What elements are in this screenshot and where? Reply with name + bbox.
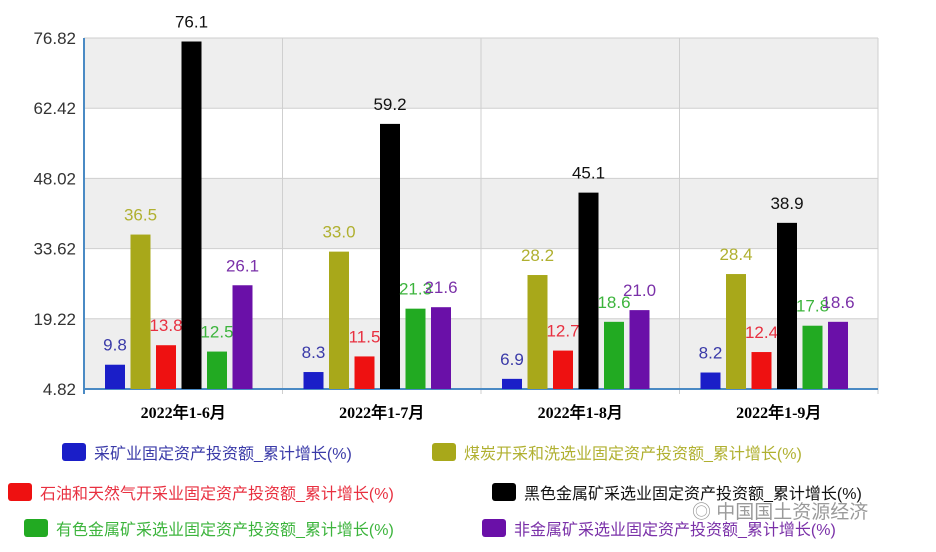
bar [726,274,746,389]
data-label: 18.6 [821,293,854,312]
x-tick-label: 2022年1-7月 [339,403,424,422]
legend-label: 黑色金属矿采选业固定资产投资额_累计增长(%) [524,486,862,503]
data-label: 21.3 [399,280,432,299]
data-label: 6.9 [500,350,524,369]
watermark: ◎ 中国国土资源经济 [692,502,869,523]
legend-item[interactable]: 石油和天然气开采业固定资产投资额_累计增长(%) [8,480,394,504]
bar [329,251,349,389]
data-label: 13.8 [149,316,182,335]
legend-label: 非金属矿采选业固定资产投资额_累计增长(%) [514,522,836,539]
legend-swatch [492,483,516,501]
legend-swatch [432,443,456,461]
bar [380,123,400,390]
wechat-icon: ◎ [692,502,717,523]
bar [232,285,253,389]
legend-item[interactable]: 煤炭开采和洗选业固定资产投资额_累计增长(%) [432,440,802,464]
data-label: 21.6 [424,278,457,297]
bar [130,234,151,389]
y-tick-label: 33.62 [33,240,76,259]
legend-item[interactable]: 非金属矿采选业固定资产投资额_累计增长(%) [482,516,836,540]
bar [181,41,202,389]
bar [751,352,772,389]
bar [303,372,324,389]
legend-swatch [62,443,86,461]
data-label: 21.0 [623,281,656,300]
bar [777,222,797,389]
legend-label: 煤炭开采和洗选业固定资产投资额_累计增长(%) [464,446,802,463]
data-label: 36.5 [124,206,157,225]
bar [156,345,176,389]
y-tick-label: 48.02 [33,169,76,188]
bar [700,372,721,389]
data-label: 59.2 [373,95,406,114]
data-label: 17.8 [796,297,829,316]
bar [802,325,823,389]
data-label: 9.8 [103,336,127,355]
legend-item[interactable]: 有色金属矿采选业固定资产投资额_累计增长(%) [24,516,394,540]
legend-swatch [8,483,32,501]
bar [578,192,599,389]
bar [431,307,451,389]
data-label: 18.6 [597,293,630,312]
bar [502,378,522,389]
data-label: 12.4 [745,323,778,342]
y-tick-label: 4.82 [43,380,76,399]
data-label: 12.7 [546,322,579,341]
data-label: 26.1 [226,256,259,275]
legend-label: 采矿业固定资产投资额_累计增长(%) [94,446,352,463]
legend-swatch [482,519,506,537]
data-label: 8.2 [699,344,723,363]
bar-chart: 4.82 19.22 33.62 48.02 62.42 76.82 2022年1-6月 9.… [33,13,879,422]
data-label: 38.9 [770,194,803,213]
bar [553,350,573,389]
data-label: 11.5 [349,327,381,346]
y-tick-label: 62.42 [33,99,76,118]
data-label: 45.1 [572,164,605,183]
bar [629,310,650,389]
bar [354,356,375,389]
data-label: 76.1 [175,13,208,32]
data-label: 33.0 [322,223,355,242]
bar [604,321,624,389]
data-label: 28.4 [719,245,752,264]
x-tick-label: 2022年1-9月 [736,403,821,422]
x-tick-label: 2022年1-8月 [538,403,623,422]
y-tick-label: 76.82 [33,29,76,48]
y-tick-label: 19.22 [33,310,76,329]
bar [828,321,848,389]
data-label: 28.2 [521,246,554,265]
legend-item[interactable]: 采矿业固定资产投资额_累计增长(%) [62,440,352,464]
bar [527,275,548,389]
data-label: 12.5 [200,323,233,342]
legend-item[interactable]: 黑色金属矿采选业固定资产投资额_累计增长(%) [492,480,862,504]
bar [207,351,227,389]
x-tick-label: 2022年1-6月 [141,403,226,422]
legend-label: 石油和天然气开采业固定资产投资额_累计增长(%) [40,486,394,503]
legend-label: 有色金属矿采选业固定资产投资额_累计增长(%) [56,522,394,539]
bar [405,308,426,389]
legend-swatch [24,519,48,537]
bar [105,364,125,389]
data-label: 8.3 [302,343,326,362]
